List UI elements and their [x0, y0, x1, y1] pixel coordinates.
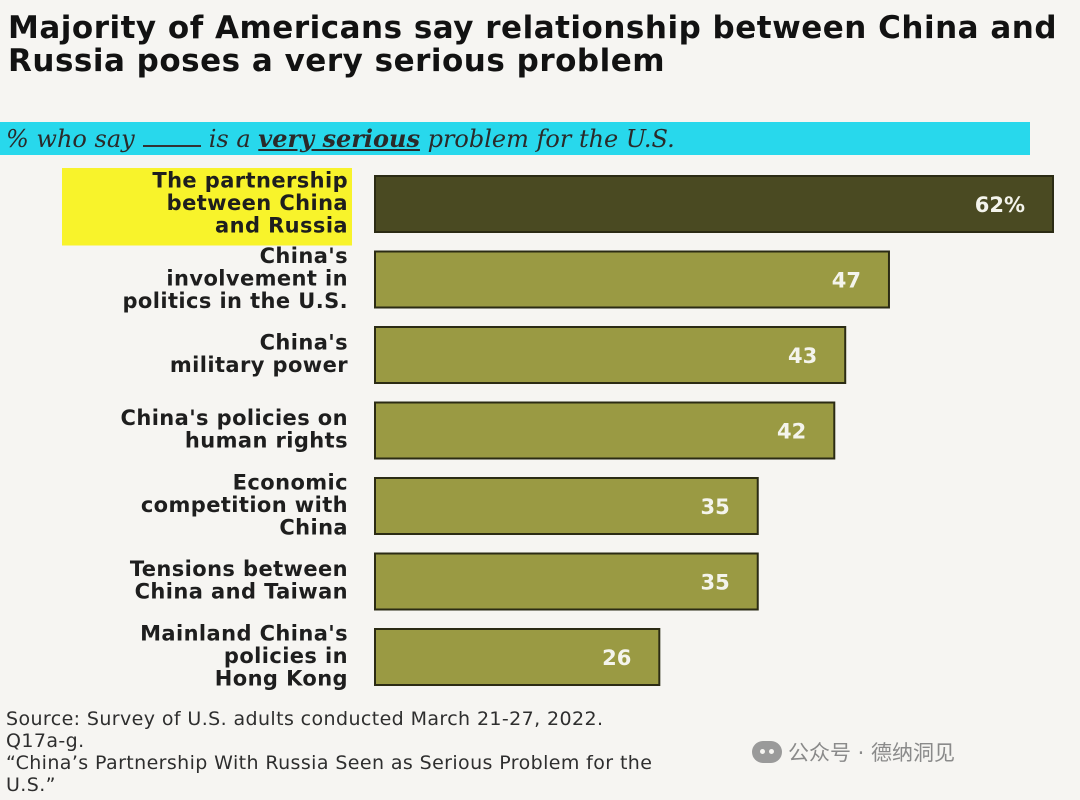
- category-label-2: China's military power: [170, 331, 348, 378]
- bar-chart: 62% The partnership between China and Russi…: [62, 168, 1054, 690]
- category-label-3: China's policies on human rights: [121, 406, 348, 453]
- bar-5: [374, 552, 759, 611]
- category-label-0: The partnership between China and Russia: [152, 168, 348, 237]
- bar-value-label-4: 35: [701, 495, 730, 519]
- bar-4: [374, 477, 759, 535]
- source-line-2: Q17a-g.: [6, 730, 85, 752]
- subtitle-emphasis: very serious: [258, 124, 420, 153]
- bar-value-label-3: 42: [777, 420, 806, 444]
- bar-value-label-1: 47: [832, 269, 861, 293]
- subtitle-highlight-band: [0, 122, 1030, 155]
- source-note: Source: Survey of U.S. adults conducted …: [6, 708, 1066, 796]
- subtitle-blank: [142, 127, 201, 147]
- bar-value-label-0: 62%: [975, 193, 1025, 217]
- bar-3: [374, 401, 836, 460]
- category-label-6: Mainland China's policies in Hong Kong: [140, 621, 348, 690]
- category-highlight-0: [62, 168, 352, 246]
- wechat-icon: [752, 741, 782, 763]
- chart-subtitle: % who say is a very serious problem for t…: [6, 124, 1026, 154]
- subtitle-part1: % who say: [6, 125, 135, 153]
- bar-value-label-6: 26: [602, 646, 631, 670]
- source-line-4: U.S.”: [6, 774, 56, 796]
- subtitle-part2: is a: [208, 125, 251, 153]
- bar-2: [374, 326, 847, 384]
- chart-title: Majority of Americans say relationship b…: [8, 10, 1058, 79]
- source-line-3: “China’s Partnership With Russia Seen as…: [6, 752, 653, 774]
- watermark: 公众号 · 德纳洞见: [752, 737, 955, 767]
- bar-6: [374, 628, 661, 686]
- source-line-1: Source: Survey of U.S. adults conducted …: [6, 708, 604, 730]
- bar-1: [374, 250, 890, 309]
- bar-value-label-5: 35: [701, 571, 730, 595]
- bar-0: [374, 175, 1054, 233]
- bar-value-label-2: 43: [788, 344, 817, 368]
- category-label-5: Tensions between China and Taiwan: [130, 557, 348, 604]
- category-label-4: Economic competition with China: [141, 470, 348, 539]
- watermark-text: 公众号 · 德纳洞见: [788, 741, 956, 765]
- category-label-1: China's involvement in politics in the U.S…: [123, 244, 349, 313]
- subtitle-part3: problem for the U.S.: [427, 125, 675, 153]
